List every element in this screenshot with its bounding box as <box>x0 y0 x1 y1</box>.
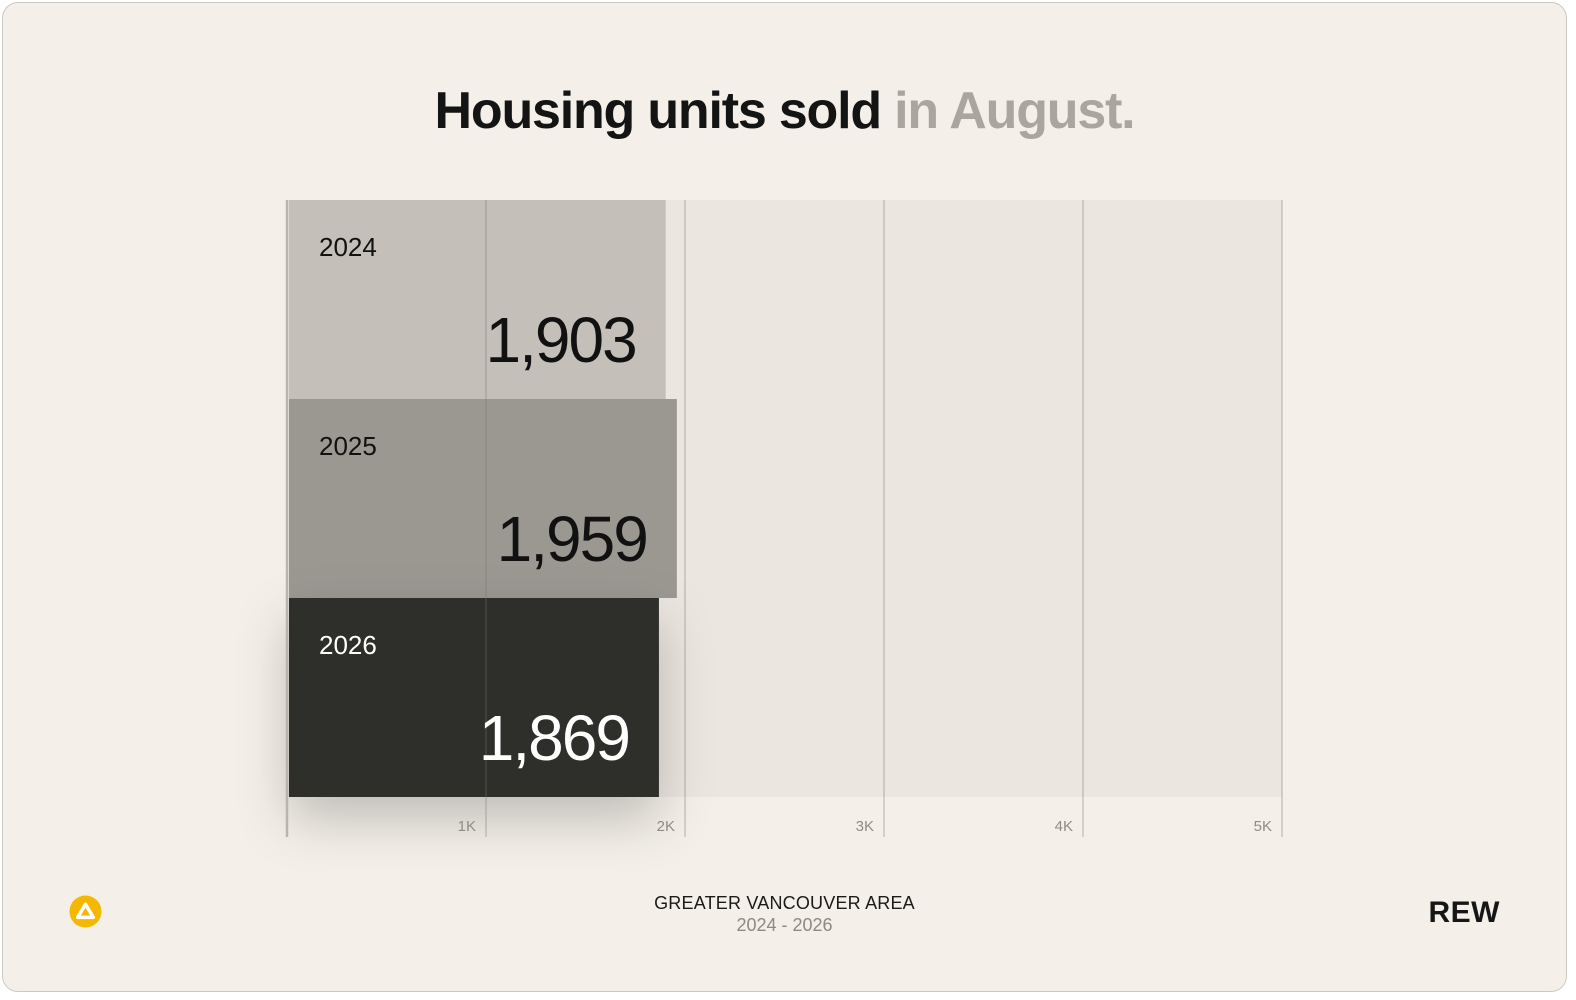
category-label-2026: 2026 <box>319 630 377 660</box>
title-accent: in August. <box>894 82 1135 140</box>
x-tick-label-2K: 2K <box>657 818 675 835</box>
bar-2024 <box>289 200 666 399</box>
x-tick-label-3K: 3K <box>856 818 874 835</box>
category-label-2024: 2024 <box>319 232 377 262</box>
x-tick-label-5K: 5K <box>1254 818 1272 835</box>
bar-2026 <box>289 598 659 797</box>
bar-chart: 2024 1,903 2025 1,959 2026 1,869 1K 2K 3K 4K 5K <box>285 200 1283 837</box>
chart-title: Housing units sold in August. <box>3 81 1566 141</box>
brand-logo: REW <box>1428 896 1500 929</box>
title-main: Housing units sold <box>434 82 883 140</box>
x-tick-label-4K: 4K <box>1055 818 1073 835</box>
chart-footer: GREATER VANCOUVER AREA 2024 - 2026 <box>3 893 1566 936</box>
value-label-2025: 1,959 <box>497 503 647 575</box>
value-label-2024: 1,903 <box>486 304 636 376</box>
footer-date-range: 2024 - 2026 <box>736 915 833 935</box>
category-label-2025: 2025 <box>319 431 377 461</box>
value-label-2026: 1,869 <box>479 702 629 774</box>
bar-2025 <box>289 399 677 598</box>
footer-region: GREATER VANCOUVER AREA <box>654 893 915 913</box>
x-tick-label-1K: 1K <box>458 818 476 835</box>
rew-triangle-icon <box>69 895 102 928</box>
